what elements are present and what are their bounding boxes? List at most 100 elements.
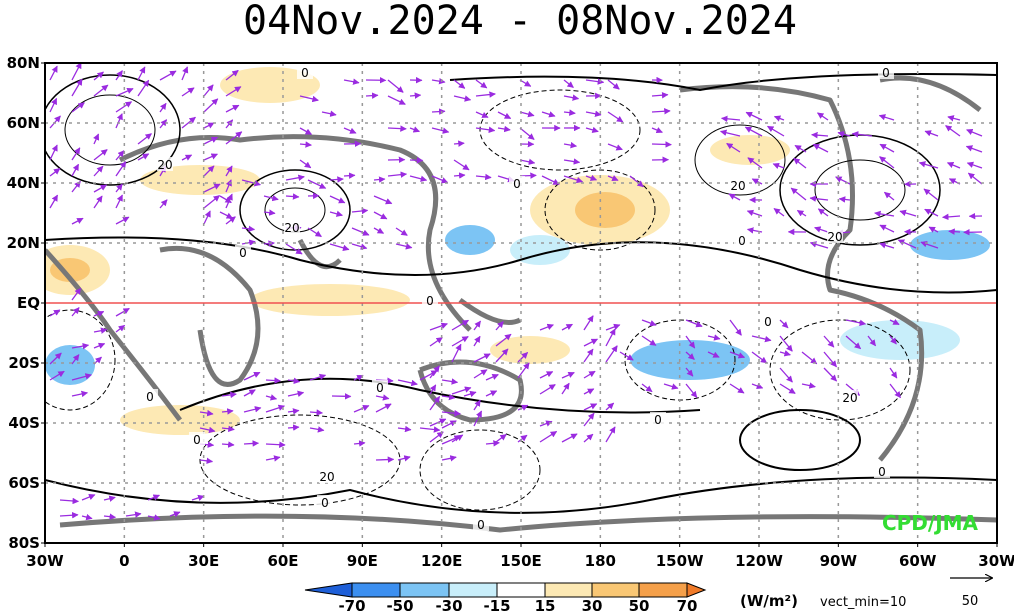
wind-arrow [309,373,327,381]
wind-arrow [203,210,211,225]
lat-label: 40S [8,414,40,432]
colorbar-label: -50 [386,597,413,612]
wind-arrow [93,195,103,209]
wind-arrow [485,440,500,447]
wind-arrow [49,115,61,129]
wind-arrow [475,126,496,134]
wind-arrow [747,157,763,169]
contour-label-bg [874,464,890,478]
contour-label: 0 [738,234,746,248]
units: (W/m²) [740,592,798,610]
wind-arrow [353,404,370,413]
wind-arrow [263,194,279,202]
wind-arrow [203,183,221,193]
wind-arrow [103,495,116,502]
wind-arrow [495,321,504,331]
contour-label-bg [422,293,438,307]
wind-arrow [181,154,193,161]
lat-label: 80S [8,534,40,552]
contour-label-bg [157,157,173,171]
colorbar-label: -15 [483,597,510,612]
wind-arrow [495,433,507,443]
wind-arrow [225,179,232,193]
wind-arrow [71,147,81,161]
wind-arrow [583,388,595,395]
wind-arrow [772,162,785,169]
wind-arrow [463,390,477,398]
contour-label: 0 [654,413,662,427]
wind-arrow [879,242,895,249]
wind-arrow [685,367,694,377]
wind-arrow [619,351,634,361]
wind-arrow [441,455,457,462]
wind-arrow [561,433,578,443]
wind-arrow [397,379,418,387]
contour-label-bg [473,517,489,531]
lat-label: 60S [8,474,40,492]
wind-arrow [874,210,895,218]
wind-arrow [453,140,465,147]
wind-arrow [837,131,851,138]
wind-arrow [137,66,146,81]
wind-arrow [243,389,256,397]
lon-label: 30W [26,552,64,570]
wind-arrow [49,352,62,365]
wind-arrow [453,95,472,102]
wind-arrow [541,111,556,118]
wind-arrow [441,378,459,385]
wind-arrow [287,390,305,397]
wind-arrow [583,412,595,427]
wind-arrow [879,143,895,153]
wind-arrow [181,87,195,97]
wind-arrow [519,158,536,166]
wind-arrow [585,126,599,134]
contour-label-bg [189,432,205,446]
wind-arrow [299,127,313,135]
contour-labels: 0 0 0 0 0 0 0 0 0 0 0 0 0 0 20 20 20 20 20 20 [142,65,894,532]
wind-arrow [159,119,168,129]
wind-arrow [159,102,167,113]
wind-arrow [81,513,93,521]
wind-arrow [221,425,235,433]
wind-arrow [585,174,598,181]
contour-label: 0 [882,66,890,80]
wind-arrow [221,391,237,399]
wind-arrow [889,318,900,326]
wind-arrow [517,404,529,411]
wind-arrow [475,111,489,118]
contour-label: 0 [301,66,309,80]
wind-arrow [137,133,152,145]
contour-label: 20 [730,179,745,193]
wind-arrow [823,335,835,348]
wind-arrow [583,403,598,411]
wind-arrow [779,367,793,383]
wind-arrow [745,111,763,121]
wind-arrow [539,383,556,395]
wind-arrow [779,350,791,357]
wind-arrow [299,141,312,148]
wind-arrow [651,107,671,115]
lon-label: 150E [500,552,542,570]
contour-label: 0 [321,496,329,510]
wind-arrow [539,420,553,427]
wind-arrow [583,370,596,379]
wind-arrow [307,179,327,189]
wind-arrow [878,114,895,121]
wind-arrow [519,172,537,179]
contour-label-bg [319,469,335,483]
wind-arrow [641,335,657,346]
wind-arrow [685,335,696,349]
wind-arrow [49,97,58,113]
wind-arrow [889,335,897,345]
contour-label-bg [878,65,894,79]
wind-arrow [473,399,481,411]
wind-arrow [918,161,939,169]
wind-arrow [965,145,983,153]
wind-arrow [203,84,214,97]
wind-arrow [71,287,82,301]
wind-arrow [801,382,816,389]
contour-label: 20 [284,221,299,235]
wind-arrow [517,362,530,379]
wind-arrow [838,196,851,203]
wind-arrow [924,130,939,137]
